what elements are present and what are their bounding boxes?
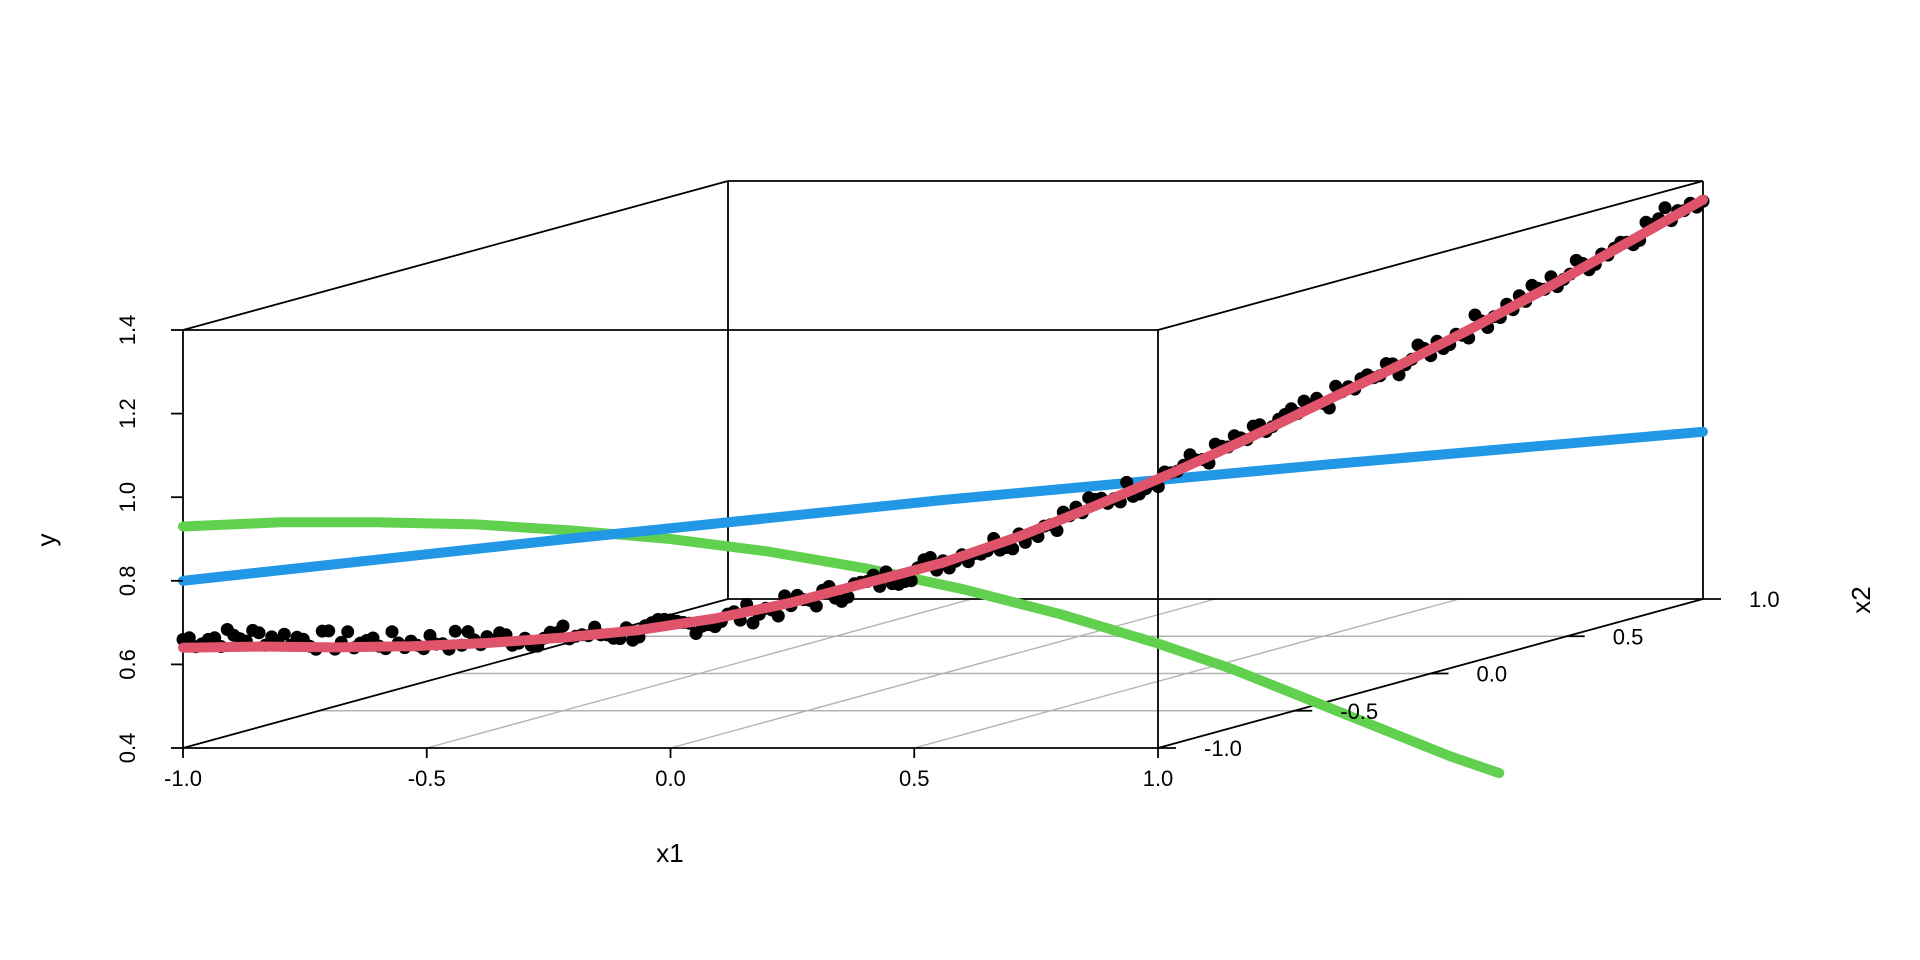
data-point	[385, 625, 399, 639]
box-back-edges	[182, 180, 1704, 749]
x2-tick-label: 1.0	[1749, 587, 1780, 612]
data-point	[182, 631, 196, 645]
data-point	[904, 574, 918, 588]
box-front-edges	[182, 181, 1704, 749]
y-tick-label: 0.6	[115, 649, 140, 680]
floor-grid	[319, 598, 1567, 749]
data-point	[1658, 201, 1672, 215]
y-tick-label: 1.2	[115, 398, 140, 429]
x1-axis-title: x1	[656, 838, 683, 868]
x2-tick-label: 0.5	[1613, 624, 1644, 649]
data-point	[252, 626, 266, 640]
fit-curve	[178, 426, 1708, 586]
x2-axis-title: x2	[1846, 586, 1876, 613]
box-edge	[182, 598, 729, 749]
data-point	[556, 619, 570, 633]
data-point	[277, 627, 291, 641]
y-tick-label: 1.4	[115, 315, 140, 346]
data-point	[809, 599, 823, 613]
data-point	[341, 625, 355, 639]
axis-ticks	[171, 329, 1721, 758]
fit-curves-front	[178, 194, 1708, 653]
data-point	[1006, 542, 1020, 556]
data-point	[771, 609, 785, 623]
data-point	[322, 624, 336, 638]
x2-tick-label: 0.0	[1477, 662, 1508, 687]
y-tick-label: 0.4	[115, 733, 140, 764]
x1-tick-label: -1.0	[164, 766, 202, 791]
y-tick-label: 1.0	[115, 482, 140, 513]
x2-tick-labels: -1.0 -0.5 0.0 0.5 1.0	[1204, 587, 1780, 761]
x2-tick-label: -1.0	[1204, 736, 1242, 761]
y-tick-label: 0.8	[115, 566, 140, 597]
fit-curve	[178, 194, 1708, 653]
x1-tick-label: 0.5	[899, 766, 930, 791]
x1-tick-labels: -1.0 -0.5 0.0 0.5 1.0	[164, 766, 1173, 791]
x1-tick-label: -0.5	[408, 766, 446, 791]
y-axis-title: y	[31, 534, 61, 547]
box-edge	[182, 180, 729, 331]
x1-tick-label: 1.0	[1143, 766, 1174, 791]
x1-tick-label: 0.0	[655, 766, 686, 791]
box-edge	[1157, 180, 1704, 331]
fit-curves-behind	[178, 426, 1708, 779]
y-tick-labels: 0.4 0.6 0.8 1.0 1.2 1.4	[115, 315, 140, 764]
data-point	[841, 590, 855, 604]
data-point	[448, 624, 462, 638]
x2-tick-label: -0.5	[1340, 699, 1378, 724]
